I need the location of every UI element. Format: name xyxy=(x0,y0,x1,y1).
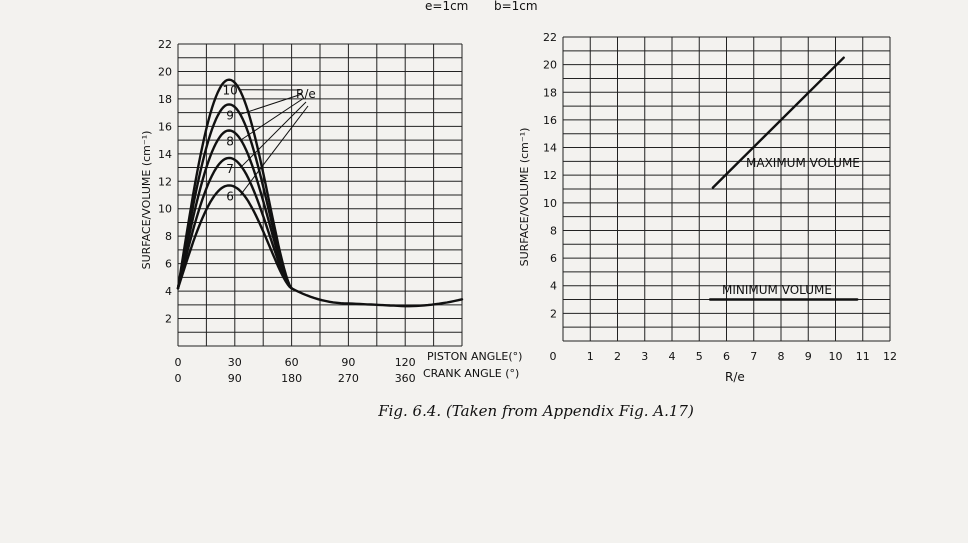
figure-caption: Fig. 6.4. (Taken from Appendix Fig. A.17… xyxy=(377,402,694,420)
right-lines xyxy=(708,56,859,301)
right-y-tick-label: 4 xyxy=(550,280,557,293)
right-x-tick-label: 3 xyxy=(641,350,648,363)
left-x-tick-crank: 180 xyxy=(281,372,302,385)
right-xlabel: R/e xyxy=(725,370,745,384)
leader-line xyxy=(239,93,303,115)
curve-label-7: 7 xyxy=(226,162,234,176)
min-volume-label: MINIMUM VOLUME xyxy=(722,283,832,297)
left-y-tick-label: 6 xyxy=(165,258,172,271)
right-y-tick-label: 22 xyxy=(543,31,557,44)
left-ylabel: SURFACE/VOLUME (cm⁻¹) xyxy=(140,131,153,270)
left-x-ticks-crank: 0 90 180 270 360 xyxy=(175,372,416,385)
left-y-tick-label: 10 xyxy=(158,203,172,216)
right-y-tick-label: 8 xyxy=(550,224,557,237)
right-x-tick-label: 4 xyxy=(669,350,676,363)
right-x-tick-label: 11 xyxy=(856,350,870,363)
right-x-tick-label: 10 xyxy=(829,350,843,363)
left-y-tick-label: 18 xyxy=(158,93,172,106)
left-y-tick-label: 12 xyxy=(158,175,172,188)
right-y-tick-label: 16 xyxy=(543,114,557,127)
curve-r-over-e-7 xyxy=(176,156,293,290)
right-x-tick-label: 8 xyxy=(778,350,785,363)
right-y-tick-label: 18 xyxy=(543,86,557,99)
left-y-tick-label: 8 xyxy=(165,230,172,243)
right-x-ticks: 0 1 2 3 4 5 6 7 8 9 10 11 12 xyxy=(550,350,898,363)
leader-line xyxy=(239,97,305,141)
left-y-tick-label: 22 xyxy=(158,38,172,51)
max-volume-line xyxy=(711,56,845,189)
curve-label-6: 6 xyxy=(226,189,234,203)
left-y-tick-label: 20 xyxy=(158,65,172,78)
left-x-tick-piston: 120 xyxy=(395,356,416,369)
right-x-tick-label: 1 xyxy=(587,350,594,363)
left-x-tick-piston: 30 xyxy=(228,356,242,369)
right-x-tick-label: 9 xyxy=(805,350,812,363)
left-xlabel-piston: PISTON ANGLE(°) xyxy=(427,350,522,363)
left-x-ticks-piston: 0 30 60 90 120 xyxy=(175,356,416,369)
right-x-tick-label: 12 xyxy=(883,350,897,363)
right-x-tick-label: 6 xyxy=(723,350,730,363)
left-y-tick-label: 4 xyxy=(165,285,172,298)
left-grid xyxy=(177,43,463,347)
left-x-tick-crank: 270 xyxy=(338,372,359,385)
left-x-tick-piston: 60 xyxy=(285,356,299,369)
leader-line xyxy=(239,101,307,169)
param-e: e=1cm xyxy=(425,0,468,13)
curve-label-9: 9 xyxy=(226,108,234,122)
right-y-tick-label: 6 xyxy=(550,252,557,265)
left-y-ticks: 2 4 6 8 10 12 14 16 18 20 22 xyxy=(158,38,172,326)
leader-line xyxy=(239,105,309,196)
curve-label-10: 10 xyxy=(222,84,237,98)
right-x-tick-label: 0 xyxy=(550,350,557,363)
max-volume-label: MAXIMUM VOLUME xyxy=(746,156,860,170)
curve-r-over-e-10 xyxy=(176,78,293,290)
right-x-tick-label: 5 xyxy=(696,350,703,363)
right-y-tick-label: 20 xyxy=(543,59,557,72)
right-y-ticks: 2 4 6 8 10 12 14 16 18 20 22 xyxy=(543,31,557,320)
curve-r-over-e-9 xyxy=(176,103,293,290)
right-y-tick-label: 12 xyxy=(543,169,557,182)
right-grid xyxy=(562,36,891,342)
left-xlabel-crank: CRANK ANGLE (°) xyxy=(423,367,519,380)
left-x-tick-crank: 0 xyxy=(175,372,182,385)
param-b: b=1cm xyxy=(494,0,538,13)
legend-title-r-over-e: R/e xyxy=(296,87,316,101)
right-y-tick-label: 10 xyxy=(543,197,557,210)
curve-r-over-e-6 xyxy=(176,184,293,290)
surface-volume-vs-angle-chart: 2 4 6 8 10 12 14 16 18 20 22 0 30 60 90 120 0 90 180 270 3… xyxy=(140,38,522,385)
curve-tail xyxy=(290,287,464,308)
left-x-tick-crank: 360 xyxy=(395,372,416,385)
right-y-tick-label: 14 xyxy=(543,142,557,155)
right-x-tick-label: 2 xyxy=(614,350,621,363)
left-x-tick-piston: 0 xyxy=(175,356,182,369)
left-y-tick-label: 14 xyxy=(158,148,172,161)
left-x-tick-piston: 90 xyxy=(341,356,355,369)
right-y-tick-label: 2 xyxy=(550,307,557,320)
left-y-tick-label: 2 xyxy=(165,313,172,326)
left-curves xyxy=(176,78,464,308)
left-y-tick-label: 16 xyxy=(158,120,172,133)
left-legend-leaders: 10 9 8 7 6 xyxy=(222,84,309,203)
right-ylabel: SURFACE/VOLUME (cm⁻¹) xyxy=(518,128,531,267)
curve-r-over-e-8 xyxy=(176,129,293,290)
right-x-tick-label: 7 xyxy=(750,350,757,363)
left-x-tick-crank: 90 xyxy=(228,372,242,385)
curve-label-8: 8 xyxy=(226,134,234,148)
